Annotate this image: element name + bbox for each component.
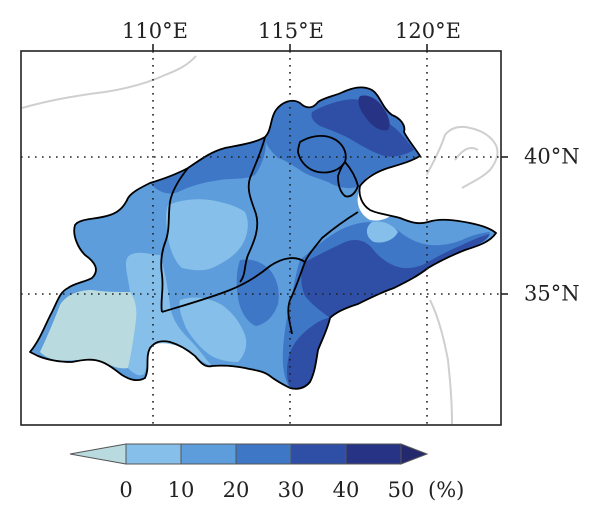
lat-label-40n: 40°N	[524, 144, 580, 169]
colorbar-tick-40: 40	[332, 478, 360, 502]
colorbar-tick-30: 30	[277, 478, 305, 502]
graticule	[21, 51, 501, 425]
colorbar-seg-below-0	[69, 443, 127, 465]
study-region	[30, 87, 496, 389]
colorbar-seg-20-30	[235, 443, 292, 465]
province-boundaries	[29, 86, 497, 390]
colorbar-seg-0-10	[125, 443, 182, 465]
colorbar-seg-30-40	[290, 443, 347, 465]
colorbar-tick-10: 10	[167, 478, 195, 502]
colorbar-seg-above-50	[400, 443, 429, 465]
colorbar-tick-20: 20	[222, 478, 250, 502]
colorbar-seg-10-20	[180, 443, 237, 465]
lon-label-110e: 110°E	[122, 19, 188, 43]
lat-label-35n: 35°N	[524, 281, 580, 306]
colorbar-seg-40-50	[345, 443, 402, 465]
external-boundaries	[21, 55, 499, 425]
lon-label-115e: 115°E	[258, 19, 324, 43]
colorbar-unit: (%)	[428, 478, 465, 502]
frame-ticks	[152, 44, 508, 295]
colorbar-tick-50: 50	[387, 478, 415, 502]
lon-label-120e: 120°E	[395, 19, 461, 43]
colorbar-tick-0: 0	[119, 478, 133, 502]
map-frame	[20, 50, 502, 426]
